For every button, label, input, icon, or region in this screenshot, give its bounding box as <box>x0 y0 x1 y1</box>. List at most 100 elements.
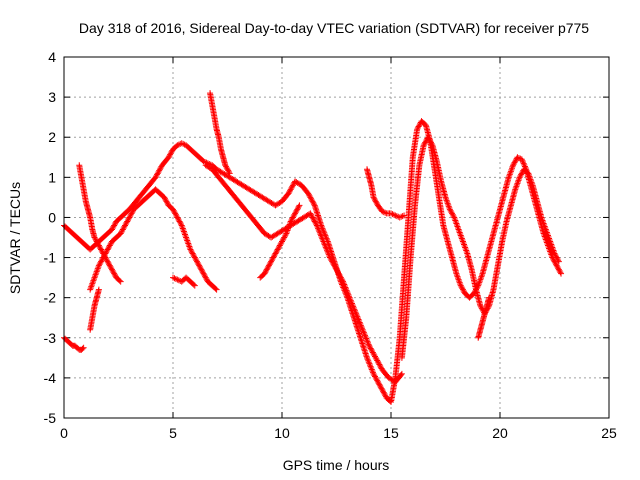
data-point <box>129 209 136 216</box>
data-point <box>396 214 403 221</box>
data-point <box>374 377 381 384</box>
grid <box>64 57 609 418</box>
data-point <box>327 255 334 262</box>
data-point <box>223 164 230 171</box>
data-point <box>267 259 274 266</box>
data-point <box>152 174 159 181</box>
data-point <box>289 182 296 189</box>
data-point <box>371 195 378 202</box>
x-tick-label: 25 <box>601 425 617 441</box>
data-point <box>337 274 344 281</box>
data-point <box>308 211 315 218</box>
data-point <box>203 159 210 166</box>
data-point <box>175 215 182 222</box>
data-point <box>122 222 129 229</box>
data-point <box>520 159 527 166</box>
data-point <box>288 217 295 224</box>
data-point <box>276 243 283 250</box>
data-point <box>365 339 372 346</box>
data-point <box>101 253 108 260</box>
data-point <box>515 154 522 161</box>
data-point <box>175 141 182 148</box>
data-point <box>168 148 175 155</box>
data-point <box>162 197 169 204</box>
data-point <box>196 263 203 270</box>
data-point <box>510 160 517 167</box>
data-point <box>127 211 134 218</box>
data-point <box>156 167 163 174</box>
data-point <box>516 174 523 181</box>
data-point <box>225 168 232 175</box>
data-point <box>110 269 117 276</box>
data-point <box>336 271 343 278</box>
data-point <box>287 218 294 225</box>
data-point <box>368 365 375 372</box>
x-tick-label: 10 <box>274 425 290 441</box>
data-point <box>331 262 338 269</box>
data-point <box>122 221 129 228</box>
data-point <box>316 228 323 235</box>
data-point <box>119 226 126 233</box>
data-point <box>379 208 386 215</box>
data-point <box>213 286 220 293</box>
data-point <box>363 335 370 342</box>
data-point <box>104 258 111 265</box>
data-point <box>180 140 187 147</box>
data-point <box>399 213 406 220</box>
data-point <box>274 246 281 253</box>
data-point <box>478 304 485 311</box>
data-point <box>343 287 350 294</box>
plot-frame <box>63 56 610 419</box>
data-point <box>124 217 131 224</box>
data-point <box>318 232 325 239</box>
data-point <box>174 214 181 221</box>
data-point <box>366 360 373 367</box>
data-point <box>552 259 559 266</box>
data-point <box>262 269 269 276</box>
data-point <box>322 244 329 251</box>
data-point <box>272 250 279 257</box>
data-point <box>351 307 358 314</box>
data-point <box>370 370 377 377</box>
data-point <box>322 242 329 249</box>
data-point <box>264 265 271 272</box>
data-point <box>557 269 564 276</box>
data-point <box>314 223 321 230</box>
y-tick-label: -2 <box>44 290 57 306</box>
data-point <box>323 247 330 254</box>
data-point <box>154 171 161 178</box>
data-point <box>103 247 110 254</box>
data-series <box>87 186 220 293</box>
data-point <box>377 364 384 371</box>
data-point <box>118 229 125 236</box>
data-point <box>166 152 173 159</box>
data-point <box>353 310 360 317</box>
data-point <box>97 245 104 252</box>
data-point <box>328 257 335 264</box>
data-point <box>552 253 559 260</box>
data-point <box>104 246 111 253</box>
data-point <box>282 231 289 238</box>
data-point <box>108 226 115 233</box>
data-point <box>355 316 362 323</box>
data-point <box>212 285 219 292</box>
data-point <box>373 376 380 383</box>
data-point <box>343 285 350 292</box>
x-tick-label: 15 <box>383 425 399 441</box>
data-point <box>91 234 98 241</box>
data-point <box>119 227 126 234</box>
data-point <box>170 274 176 281</box>
data-point <box>197 265 204 272</box>
data-point <box>340 278 347 285</box>
data-point <box>163 198 170 205</box>
data-point <box>348 300 355 307</box>
data-point <box>346 294 353 301</box>
data-point <box>325 250 332 257</box>
x-tick-label: 0 <box>60 425 68 441</box>
data-point <box>305 191 312 198</box>
data-point <box>372 374 379 381</box>
data-point <box>275 245 282 252</box>
data-point <box>273 249 280 256</box>
data-point <box>79 345 86 352</box>
data-point <box>512 158 519 165</box>
